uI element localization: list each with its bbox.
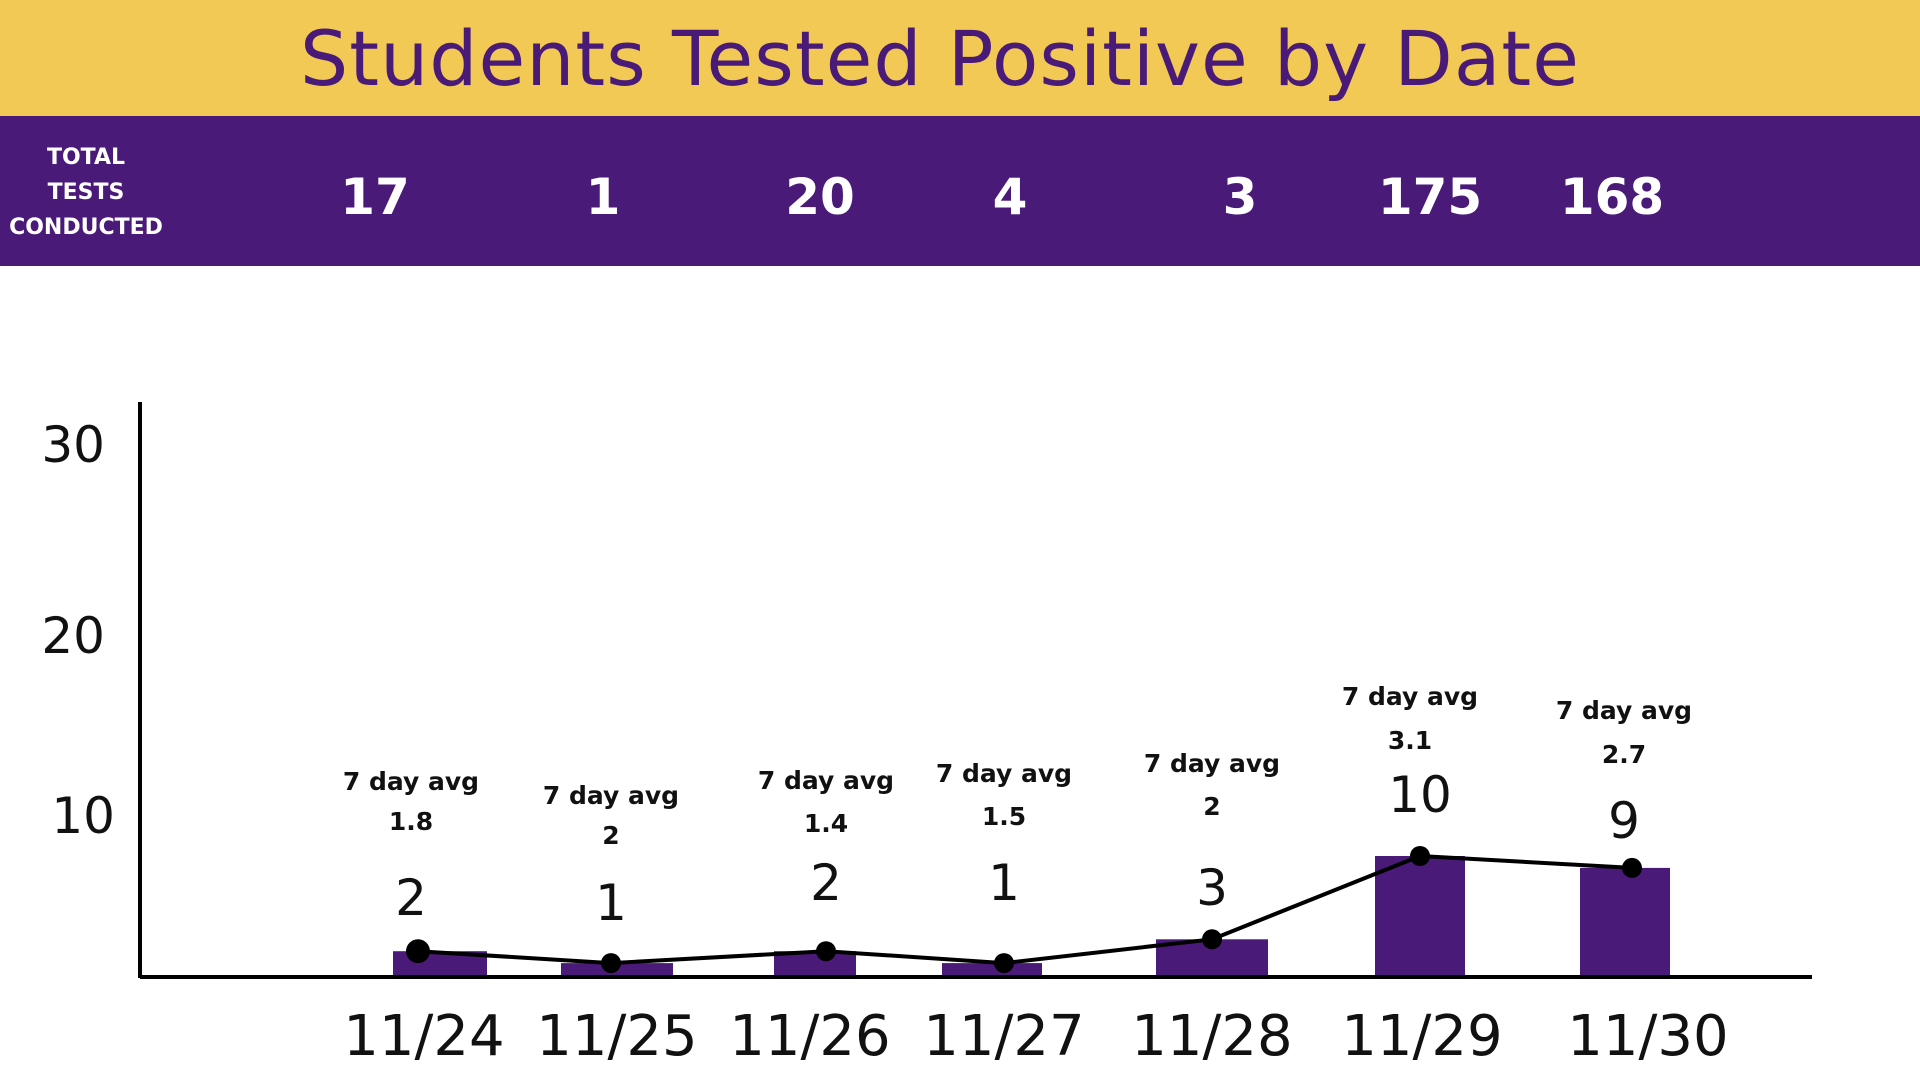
avg-title-11-27: 7 day avg [936, 759, 1072, 788]
x-tick-label-11-27: 11/27 [923, 1004, 1084, 1069]
avg-title-11-28: 7 day avg [1144, 749, 1280, 778]
trend-point-11-29 [1410, 846, 1430, 866]
bar-11-30 [1580, 867, 1670, 975]
avg-value-11-25: 2 [602, 821, 619, 850]
y-tick-label-10: 10 [51, 787, 115, 845]
trend-point-11-28 [1202, 929, 1222, 950]
trend-point-11-30 [1622, 857, 1642, 878]
avg-value-11-24: 1.8 [389, 807, 433, 836]
trend-point-11-24 [406, 939, 430, 964]
tests-value-1126: 20 [785, 168, 855, 226]
tests-value-1125: 1 [585, 168, 621, 226]
x-tick-label-11-25: 11/25 [536, 1004, 697, 1069]
trend-point-11-26 [816, 941, 836, 962]
avg-value-11-29: 3.1 [1388, 726, 1432, 755]
x-tick-label-11-26: 11/26 [729, 1004, 890, 1069]
tests-value-1129: 175 [1377, 168, 1483, 226]
count-label-11-29: 10 [1388, 766, 1452, 824]
tests-value-1130: 168 [1559, 168, 1665, 226]
count-label-11-26: 2 [810, 854, 842, 912]
tests-value-1127: 4 [992, 168, 1028, 226]
tests-label-line-2: TESTS [47, 180, 125, 205]
bar-11-27 [942, 963, 1042, 975]
avg-value-11-30: 2.7 [1602, 740, 1646, 769]
tests-bar: TOTAL TESTS CONDUCTED 17 1 20 4 3 175 16… [0, 116, 1920, 266]
count-label-11-25: 1 [595, 874, 627, 932]
count-label-11-27: 1 [988, 854, 1020, 912]
x-tick-label-11-24: 11/24 [343, 1004, 504, 1069]
avg-title-11-24: 7 day avg [343, 767, 479, 796]
x-tick-label-11-29: 11/29 [1341, 1004, 1502, 1069]
x-tick-labels: 11/24 11/25 11/26 11/27 11/28 11/29 11/30 [343, 1004, 1728, 1069]
tests-label: TOTAL TESTS CONDUCTED [0, 140, 172, 245]
tests-value-1128: 3 [1222, 168, 1258, 226]
bars [393, 856, 1670, 975]
count-label-11-28: 3 [1196, 859, 1228, 917]
y-tick-labels: 10 20 30 [41, 416, 115, 845]
count-label-11-30: 9 [1608, 792, 1640, 850]
trend-point-11-25 [601, 953, 621, 974]
tests-value-1124: 17 [340, 168, 410, 226]
avg-value-11-27: 1.5 [982, 802, 1026, 831]
title-bar: Students Tested Positive by Date [0, 0, 1920, 116]
avg-value-11-28: 2 [1203, 792, 1220, 821]
avg-title-11-30: 7 day avg [1556, 696, 1692, 725]
bar-11-29 [1375, 856, 1465, 975]
avg-title-11-29: 7 day avg [1342, 682, 1478, 711]
avg-title-11-25: 7 day avg [543, 781, 679, 810]
tests-label-line-1: TOTAL [46, 145, 126, 170]
count-label-11-24: 2 [395, 869, 427, 927]
avg-title-11-26: 7 day avg [758, 766, 894, 795]
x-tick-label-11-28: 11/28 [1131, 1004, 1292, 1069]
trend-point-11-27 [994, 953, 1014, 974]
bar-11-26 [774, 951, 856, 975]
x-tick-label-11-30: 11/30 [1567, 1004, 1728, 1069]
data-labels: 7 day avg 1.8 2 7 day avg 2 1 7 day avg 1.4 2 7 d… [343, 682, 1692, 932]
avg-value-11-26: 1.4 [804, 809, 848, 838]
trend-line [406, 846, 1642, 974]
chart-title: Students Tested Positive by Date [300, 13, 1580, 103]
tests-label-line-3: CONDUCTED [9, 215, 163, 240]
y-tick-label-20: 20 [41, 607, 105, 665]
y-tick-label-30: 30 [41, 416, 105, 474]
